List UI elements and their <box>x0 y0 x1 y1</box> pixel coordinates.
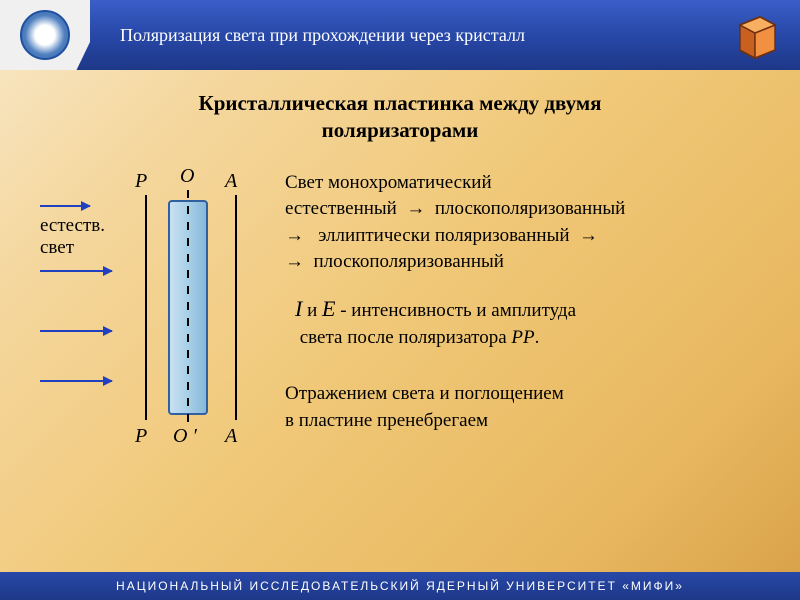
header-bar: Поляризация света при прохождении через … <box>0 0 800 70</box>
light-plane-polarized: плоскополяризованный <box>435 198 625 219</box>
slide-title: Поляризация света при прохождении через … <box>120 25 725 46</box>
arrow-icon: → <box>579 225 598 246</box>
neglect-line-2: в пластине пренебрегаем <box>285 410 488 431</box>
after-polarizer: света после поляризатора <box>300 327 512 348</box>
arrow-icon: → <box>285 251 304 272</box>
light-sequence: Свет монохроматический естественный → пл… <box>285 170 760 276</box>
light-arrow <box>40 380 112 382</box>
light-monochromatic: Свет монохроматический <box>285 172 492 193</box>
natural-light-label: естеств. свет <box>40 215 105 261</box>
university-logo <box>0 0 90 70</box>
text-and: и <box>302 300 322 321</box>
label-p-bottom: P <box>135 425 147 448</box>
logo-emblem <box>20 10 70 60</box>
light-arrow <box>40 330 112 332</box>
corner-cube-icon <box>725 5 785 65</box>
light-arrow <box>40 205 90 207</box>
explanation-text: Свет монохроматический естественный → пл… <box>285 170 760 453</box>
natural-light-line-2: свет <box>40 237 74 258</box>
symbol-pp: PP <box>511 327 534 348</box>
optical-axis-dashed <box>187 190 189 430</box>
footer-bar: НАЦИОНАЛЬНЫЙ ИССЛЕДОВАТЕЛЬСКИЙ ЯДЕРНЫЙ У… <box>0 572 800 600</box>
neglect-line-1: Отражением света и поглощением <box>285 383 564 404</box>
polarizer-line <box>145 195 147 420</box>
light-arrow <box>40 270 112 272</box>
light-plane-polarized-2: плоскополяризованный <box>314 251 504 272</box>
label-a-top: A <box>225 170 237 193</box>
natural-light-line-1: естеств. <box>40 215 105 236</box>
light-elliptical: эллиптически поляризованный <box>318 225 569 246</box>
light-natural: естественный <box>285 198 397 219</box>
assumptions: Отражением света и поглощением в пластин… <box>285 381 760 434</box>
optical-diagram: P O A естеств. свет P O ′ A <box>40 170 270 450</box>
intensity-amplitude: I и E - интенсивность и амплитуда света … <box>295 294 760 351</box>
label-o-prime-bottom: O ′ <box>173 425 197 448</box>
subtitle-line-1: Кристаллическая пластинка между двумя <box>199 91 602 115</box>
subtitle-line-2: поляризаторами <box>322 118 479 142</box>
arrow-icon: → <box>285 225 304 246</box>
label-o-top: O <box>180 165 194 188</box>
main-area: P O A естеств. свет P O ′ A Свет монохро… <box>40 170 760 453</box>
slide-content: Кристаллическая пластинка между двумя по… <box>0 70 800 453</box>
arrow-icon: → <box>406 198 425 219</box>
label-p-top: P <box>135 170 147 193</box>
symbol-e: E <box>322 296 335 321</box>
analyzer-line <box>235 195 237 420</box>
label-a-bottom: A <box>225 425 237 448</box>
intensity-desc: - интенсивность и амплитуда <box>335 300 576 321</box>
subtitle: Кристаллическая пластинка между двумя по… <box>40 90 760 145</box>
